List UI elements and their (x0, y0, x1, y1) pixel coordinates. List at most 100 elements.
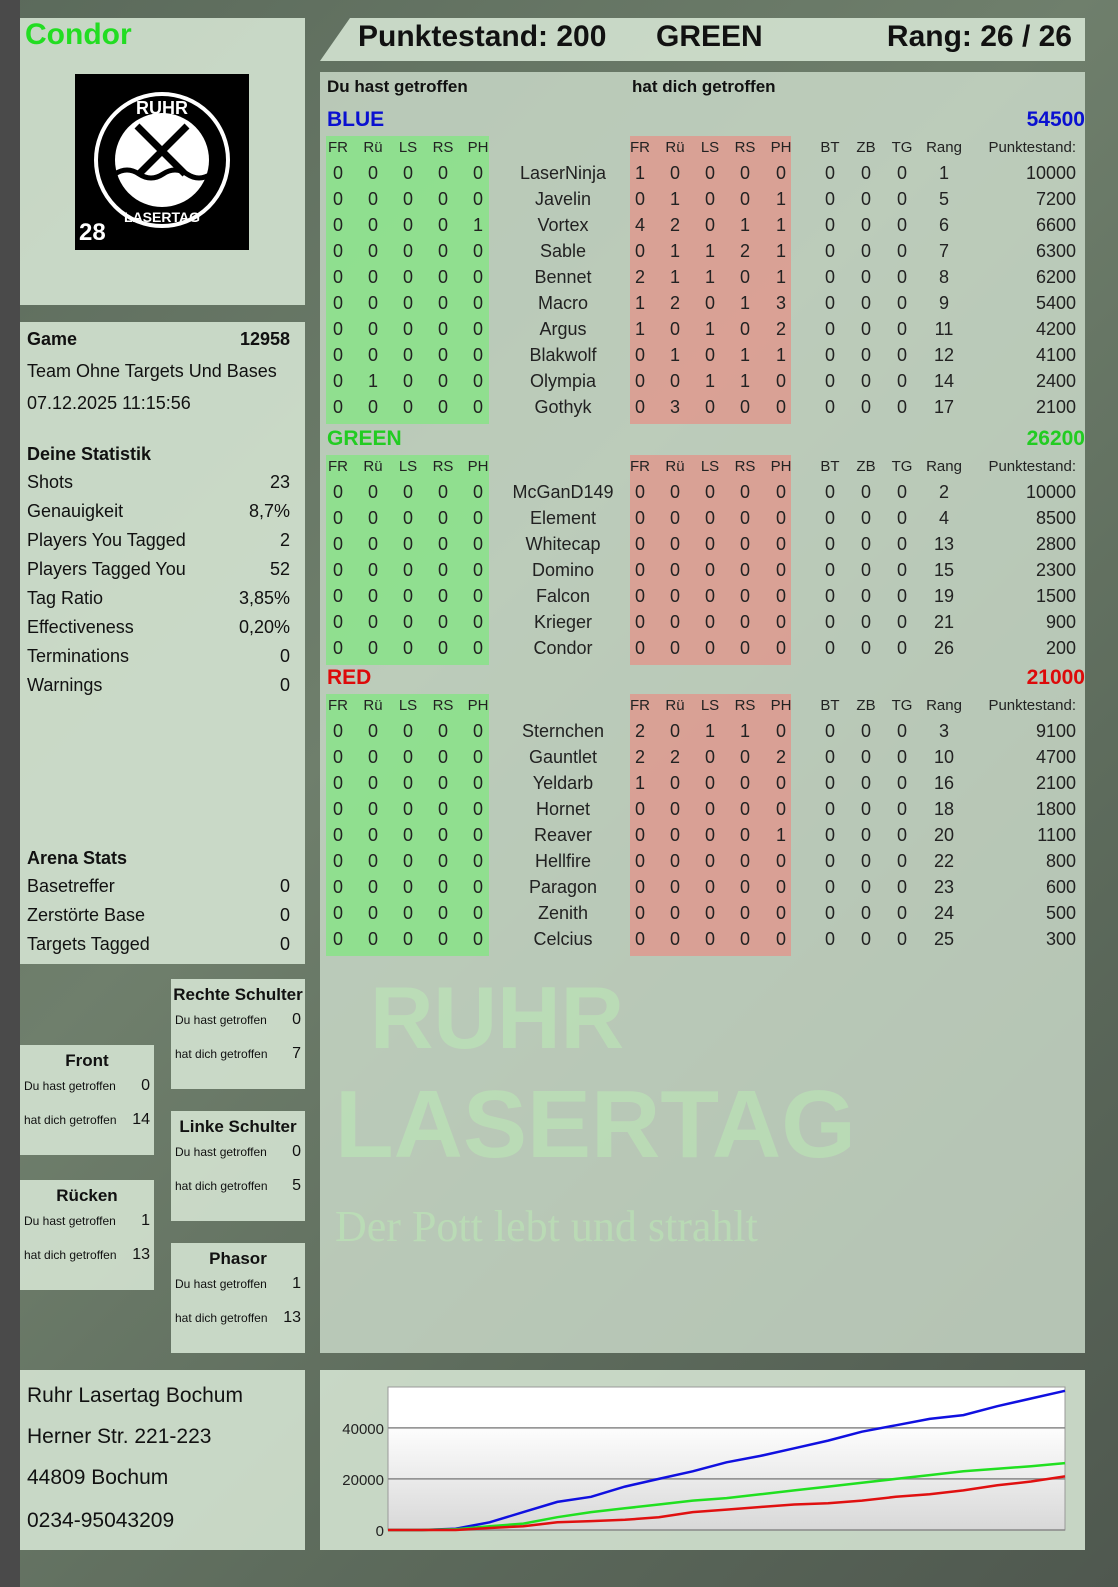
stat-value: 3,85% (238, 588, 290, 608)
hit-you-cell: 0 (669, 508, 681, 528)
you-hit-cell: 0 (332, 319, 344, 339)
column-header: Rü (665, 458, 685, 475)
player-rank: 13 (933, 534, 955, 554)
extra-cell: 0 (896, 851, 908, 871)
you-hit-column-bg (326, 136, 489, 424)
arena-row: Targets Tagged 0 (27, 934, 290, 955)
hit-you-cell: 1 (634, 773, 646, 793)
extra-cell: 0 (896, 825, 908, 845)
stat-label: Effectiveness (27, 617, 134, 637)
extra-cell: 0 (824, 877, 836, 897)
player-name: Celcius (533, 929, 593, 949)
you-hit-cell: 0 (472, 747, 484, 767)
hit-you-cell: 0 (669, 773, 681, 793)
hit-you-cell: 0 (775, 877, 787, 897)
hit-you-cell: 0 (704, 534, 716, 554)
player-rank: 6 (938, 215, 950, 235)
you-hit-cell: 0 (437, 163, 449, 183)
hit-you-column-bg (630, 455, 791, 665)
player-score: 6200 (1035, 267, 1076, 287)
score-label: Punktestand: 200 (358, 20, 607, 53)
player-name: Blakwolf (529, 345, 597, 365)
hit-you-cell: 0 (739, 560, 751, 580)
zone-title: Rechte Schulter (173, 985, 303, 1004)
hit-you-cell: 0 (669, 638, 681, 658)
you-hit-cell: 0 (332, 508, 344, 528)
you-hit-cell: 0 (437, 371, 449, 391)
hit-you-cell: 1 (704, 241, 716, 261)
hit-you-cell: 0 (704, 508, 716, 528)
stat-label: Shots (27, 472, 74, 492)
hit-you-cell: 1 (634, 319, 646, 339)
you-hit-cell: 0 (367, 508, 379, 528)
player-rank: 14 (933, 371, 955, 391)
hit-you-cell: 0 (739, 189, 751, 209)
column-header: LS (398, 458, 418, 475)
extra-cell: 0 (860, 534, 872, 554)
you-hit-cell: 0 (367, 799, 379, 819)
column-header: PH (467, 139, 489, 156)
hit-you-cell: 0 (634, 825, 646, 845)
hit-you-cell: 0 (634, 638, 646, 658)
hit-you-cell: 0 (704, 215, 716, 235)
you-hit-cell: 0 (332, 877, 344, 897)
you-hit-cell: 0 (402, 534, 414, 554)
player-score: 2800 (1035, 534, 1076, 554)
you-hit-cell: 0 (332, 612, 344, 632)
column-header: RS (432, 697, 454, 714)
extra-cell: 0 (824, 747, 836, 767)
y-tick-label: 20000 (342, 1472, 384, 1489)
extra-cell: 0 (896, 560, 908, 580)
hit-you-cell: 0 (704, 163, 716, 183)
you-hit-cell: 0 (402, 215, 414, 235)
extra-cell: 0 (896, 877, 908, 897)
player-score: 800 (1045, 851, 1076, 871)
hit-you-cell: 0 (634, 189, 646, 209)
you-hit-cell: 0 (437, 241, 449, 261)
you-hit-heading: Du hast getroffen (327, 77, 468, 96)
player-score: 1500 (1035, 586, 1076, 606)
y-tick-label: 40000 (342, 1421, 384, 1438)
hit-you-cell: 0 (739, 482, 751, 502)
column-header: LS (398, 697, 418, 714)
you-hit-cell: 0 (367, 586, 379, 606)
column-header: Punktestand: (988, 139, 1076, 156)
hit-you-cell: 0 (704, 877, 716, 897)
you-hit-cell: 0 (332, 799, 344, 819)
hit-you-cell: 0 (669, 586, 681, 606)
extra-cell: 0 (860, 825, 872, 845)
hit-you-cell: 0 (669, 825, 681, 845)
you-hit-cell: 0 (402, 903, 414, 923)
player-rank: 22 (933, 851, 955, 871)
you-hit-cell: 0 (402, 638, 414, 658)
game-datetime: 07.12.2025 11:15:56 (27, 393, 191, 413)
hit-you-cell: 0 (775, 482, 787, 502)
extra-cell: 0 (896, 534, 908, 554)
you-hit-cell: 0 (437, 215, 449, 235)
you-hit-cell: 0 (367, 825, 379, 845)
player-rank: 26 (933, 638, 955, 658)
player-rank: 9 (938, 293, 950, 313)
player-score: 300 (1045, 929, 1076, 949)
hit-you-cell: 0 (704, 560, 716, 580)
you-hit-cell: 1 (472, 215, 484, 235)
player-rank: 19 (933, 586, 955, 606)
hit-you-cell: 3 (669, 397, 681, 417)
column-header: TG (891, 458, 913, 475)
hit-you-cell: 0 (775, 903, 787, 923)
column-header: BT (820, 139, 840, 156)
stat-row: Warnings 0 (27, 675, 290, 696)
arena-label: Basetreffer (27, 876, 115, 896)
hit-you-cell: 0 (739, 638, 751, 658)
hit-you-cell: 0 (704, 747, 716, 767)
hit-you-cell: 0 (739, 612, 751, 632)
extra-cell: 0 (860, 267, 872, 287)
player-score: 2300 (1035, 560, 1076, 580)
extra-cell: 0 (896, 189, 908, 209)
extra-cell: 0 (824, 241, 836, 261)
player-score: 4100 (1035, 345, 1076, 365)
you-hit-cell: 0 (402, 929, 414, 949)
hit-you-cell: 0 (704, 612, 716, 632)
hit-you-cell: 0 (704, 638, 716, 658)
you-hit-cell: 0 (332, 825, 344, 845)
